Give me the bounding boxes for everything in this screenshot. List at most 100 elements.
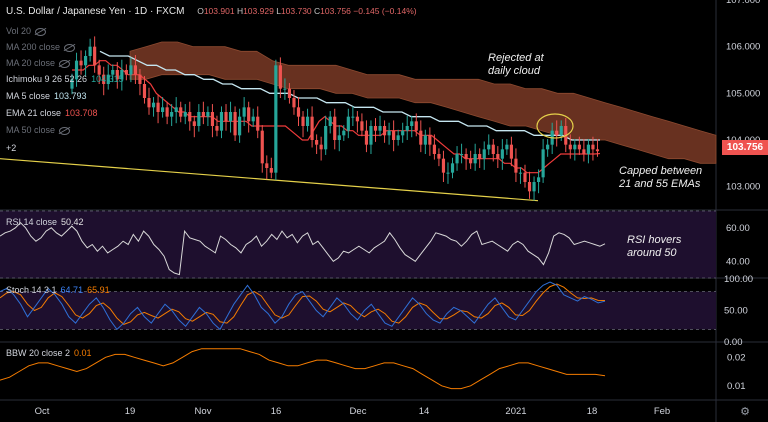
candle-body	[88, 46, 92, 56]
candle-body	[595, 149, 600, 152]
candle-body	[369, 126, 373, 145]
candle-body	[310, 116, 314, 140]
candle-body	[491, 144, 495, 154]
candle-body	[459, 154, 464, 155]
legend-ma20[interactable]: MA 20 close	[6, 58, 71, 68]
symbol-title[interactable]: U.S. Dollar / Japanese Yen · 1D · FXCM	[6, 6, 185, 17]
candle-body	[93, 46, 97, 66]
stoch-axis-tick: 50.00	[724, 306, 748, 317]
eye-hidden-icon[interactable]	[59, 126, 71, 135]
candle-body	[396, 135, 400, 140]
legend-ma200[interactable]: MA 200 close	[6, 42, 76, 52]
candle-body	[142, 84, 147, 98]
candle-body	[346, 116, 350, 131]
candle-body	[296, 107, 301, 117]
candle-body	[283, 88, 287, 90]
candle-body	[70, 79, 74, 89]
candle-body	[274, 65, 278, 173]
candle-body	[151, 102, 156, 108]
candle-body	[138, 74, 142, 84]
candle-body	[496, 154, 500, 159]
candle-body	[115, 70, 119, 80]
time-axis-tick: Feb	[654, 406, 670, 417]
candle-body	[156, 102, 160, 112]
annotation-rsi: RSI hovers around 50	[627, 234, 682, 259]
rsi-axis-tick: 60.00	[726, 223, 750, 234]
rsi-legend[interactable]: RSI 14 close 50.42	[6, 217, 84, 227]
candle-body	[278, 65, 282, 89]
candle-body	[179, 107, 183, 117]
time-axis-tick: 16	[271, 406, 282, 417]
annotation-rejected: Rejected at daily cloud	[488, 52, 544, 77]
candle-body	[509, 144, 513, 159]
candle-body	[106, 74, 110, 84]
time-axis-tick: Nov	[195, 406, 212, 417]
eye-hidden-icon[interactable]	[64, 43, 76, 52]
candle-body	[342, 130, 346, 136]
candle-body	[201, 112, 205, 117]
candle-body	[170, 112, 174, 117]
candle-body	[197, 112, 201, 126]
legend-ichimoku[interactable]: Ichimoku 9 26 52 26 104.315	[6, 74, 124, 84]
eye-hidden-icon[interactable]	[59, 59, 71, 68]
price-axis-tick: 107.000	[726, 0, 760, 6]
legend-ma50[interactable]: MA 50 close	[6, 125, 71, 135]
price-axis-tick: 105.000	[726, 88, 760, 99]
candle-body	[437, 154, 441, 159]
candle-body	[206, 112, 210, 117]
candle-body	[514, 158, 518, 173]
time-axis-tick: 18	[587, 406, 598, 417]
candle-body	[355, 116, 359, 122]
time-axis-tick: Dec	[350, 406, 367, 417]
legend-more[interactable]: +2	[6, 143, 17, 153]
rsi-band	[0, 211, 716, 278]
candle-body	[586, 144, 590, 154]
candle-body	[120, 70, 124, 80]
candle-body	[387, 130, 391, 136]
settings-gear-icon[interactable]: ⚙	[740, 406, 750, 418]
candle-body	[84, 56, 88, 66]
candle-body	[500, 149, 504, 159]
candle-body	[192, 121, 196, 126]
stoch-k-line	[0, 281, 606, 331]
candle-body	[242, 107, 246, 117]
candle-body	[247, 107, 251, 122]
candle-body	[405, 126, 409, 131]
candle-body	[518, 172, 523, 174]
candle-body	[79, 60, 83, 66]
candle-body	[305, 116, 310, 126]
legend-ema21[interactable]: EMA 21 close 103.708	[6, 108, 98, 118]
candle-body	[591, 144, 595, 150]
candle-body	[265, 163, 269, 168]
candle-body	[251, 116, 255, 122]
candle-body	[577, 144, 581, 150]
candle-body	[573, 144, 577, 150]
legend-vol[interactable]: Vol 20	[6, 26, 47, 36]
ma55-line	[99, 50, 600, 141]
support-trendline	[0, 158, 539, 202]
time-axis-tick: 14	[419, 406, 430, 417]
price-axis-background	[716, 0, 768, 422]
candle-body	[97, 65, 101, 75]
candle-body	[161, 107, 165, 112]
candle-body	[337, 135, 341, 140]
bbw-legend[interactable]: BBW 20 close 2 0.01	[6, 348, 92, 358]
candle-body	[260, 130, 264, 164]
candle-body	[401, 130, 405, 136]
candle-body	[419, 130, 423, 145]
price-axis-tick: 106.000	[726, 42, 760, 53]
candle-body	[432, 144, 436, 154]
candle-body	[133, 65, 138, 75]
stoch-legend[interactable]: Stoch 14 3 1 64.71 65.91	[6, 285, 110, 295]
candle-body	[455, 154, 459, 164]
time-axis-tick: Oct	[35, 406, 50, 417]
candle-body	[324, 126, 328, 150]
candle-body	[210, 112, 215, 126]
candle-body	[215, 126, 219, 131]
candle-body	[102, 74, 106, 84]
candle-body	[224, 112, 228, 122]
legend-ma5[interactable]: MA 5 close 103.793	[6, 91, 87, 101]
eye-hidden-icon[interactable]	[35, 27, 47, 36]
candle-body	[446, 172, 450, 174]
